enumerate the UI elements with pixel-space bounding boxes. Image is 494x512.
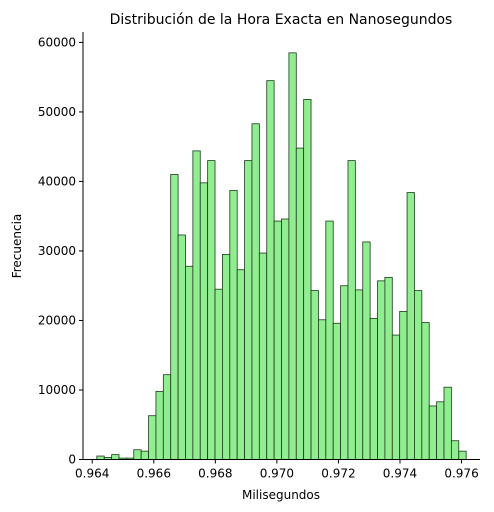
histogram-bar	[318, 319, 327, 460]
histogram-bar	[406, 192, 415, 460]
histogram-bar	[281, 218, 290, 460]
histogram-bar	[436, 401, 445, 460]
histogram-bar	[244, 160, 253, 460]
x-tick-label: 0.970	[260, 467, 294, 481]
histogram-bar	[192, 150, 201, 460]
x-tick-label: 0.972	[321, 467, 355, 481]
histogram-bars	[96, 52, 467, 460]
histogram-bar	[391, 334, 401, 460]
histogram-bar	[414, 290, 423, 460]
histogram-bar	[214, 288, 223, 460]
histogram-bar	[236, 269, 245, 460]
histogram-bar	[303, 99, 312, 460]
histogram-bar	[177, 234, 186, 460]
histogram-bar	[443, 386, 452, 460]
histogram-bar	[207, 160, 216, 460]
histogram-bar	[325, 220, 334, 460]
histogram-bar	[332, 322, 341, 460]
histogram-bar	[258, 252, 268, 460]
y-tick-label: 40000	[38, 174, 76, 188]
x-tick-label: 0.964	[75, 467, 109, 481]
x-axis: 0.964 0.966 0.968 0.970 0.972 0.974 0.976	[75, 459, 479, 481]
histogram-bar	[111, 454, 120, 460]
y-axis-label: Frecuencia	[10, 214, 24, 279]
histogram-bar	[377, 280, 386, 460]
x-tick-label: 0.974	[383, 467, 417, 481]
histogram-bar	[354, 289, 364, 460]
histogram-bar	[421, 322, 430, 460]
histogram-bar	[96, 455, 105, 460]
histogram-bar	[229, 190, 238, 460]
histogram-bar	[251, 123, 260, 460]
x-tick-label: 0.968	[198, 467, 232, 481]
histogram-bar	[170, 174, 179, 460]
x-tick-label: 0.976	[444, 467, 478, 481]
histogram-bar	[199, 182, 209, 460]
histogram-bar	[133, 449, 142, 460]
histogram-bar	[347, 160, 356, 460]
y-axis: 0 10000 20000 30000 40000 50000 60000	[38, 35, 83, 467]
y-tick-label: 50000	[38, 105, 76, 119]
histogram-bar	[399, 311, 408, 460]
histogram-bar	[222, 254, 231, 460]
histogram-bar	[185, 265, 194, 460]
histogram-bar	[295, 147, 305, 460]
y-tick-label: 20000	[38, 313, 76, 327]
histogram-bar	[310, 290, 319, 460]
chart-title: Distribución de la Hora Exacta en Nanose…	[110, 12, 453, 28]
y-tick-label: 60000	[38, 35, 76, 49]
y-tick-label: 10000	[38, 383, 76, 397]
histogram-bar	[148, 415, 157, 460]
y-tick-label: 0	[68, 453, 76, 467]
histogram-bar	[428, 405, 438, 460]
histogram-bar	[155, 390, 164, 460]
x-axis-label: Milisegundos	[242, 488, 320, 502]
x-tick-label: 0.966	[137, 467, 171, 481]
histogram-bar	[384, 276, 393, 460]
histogram-bar	[273, 220, 282, 460]
y-tick-label: 30000	[38, 244, 76, 258]
histogram-bar	[140, 450, 149, 460]
histogram-bar	[450, 440, 460, 460]
histogram-bar	[369, 317, 378, 460]
histogram-bar	[458, 450, 467, 460]
histogram-bar	[266, 80, 275, 460]
histogram-bar	[288, 52, 297, 460]
histogram-bar	[362, 241, 371, 460]
histogram-bar	[340, 285, 349, 460]
histogram-bar	[162, 374, 172, 460]
